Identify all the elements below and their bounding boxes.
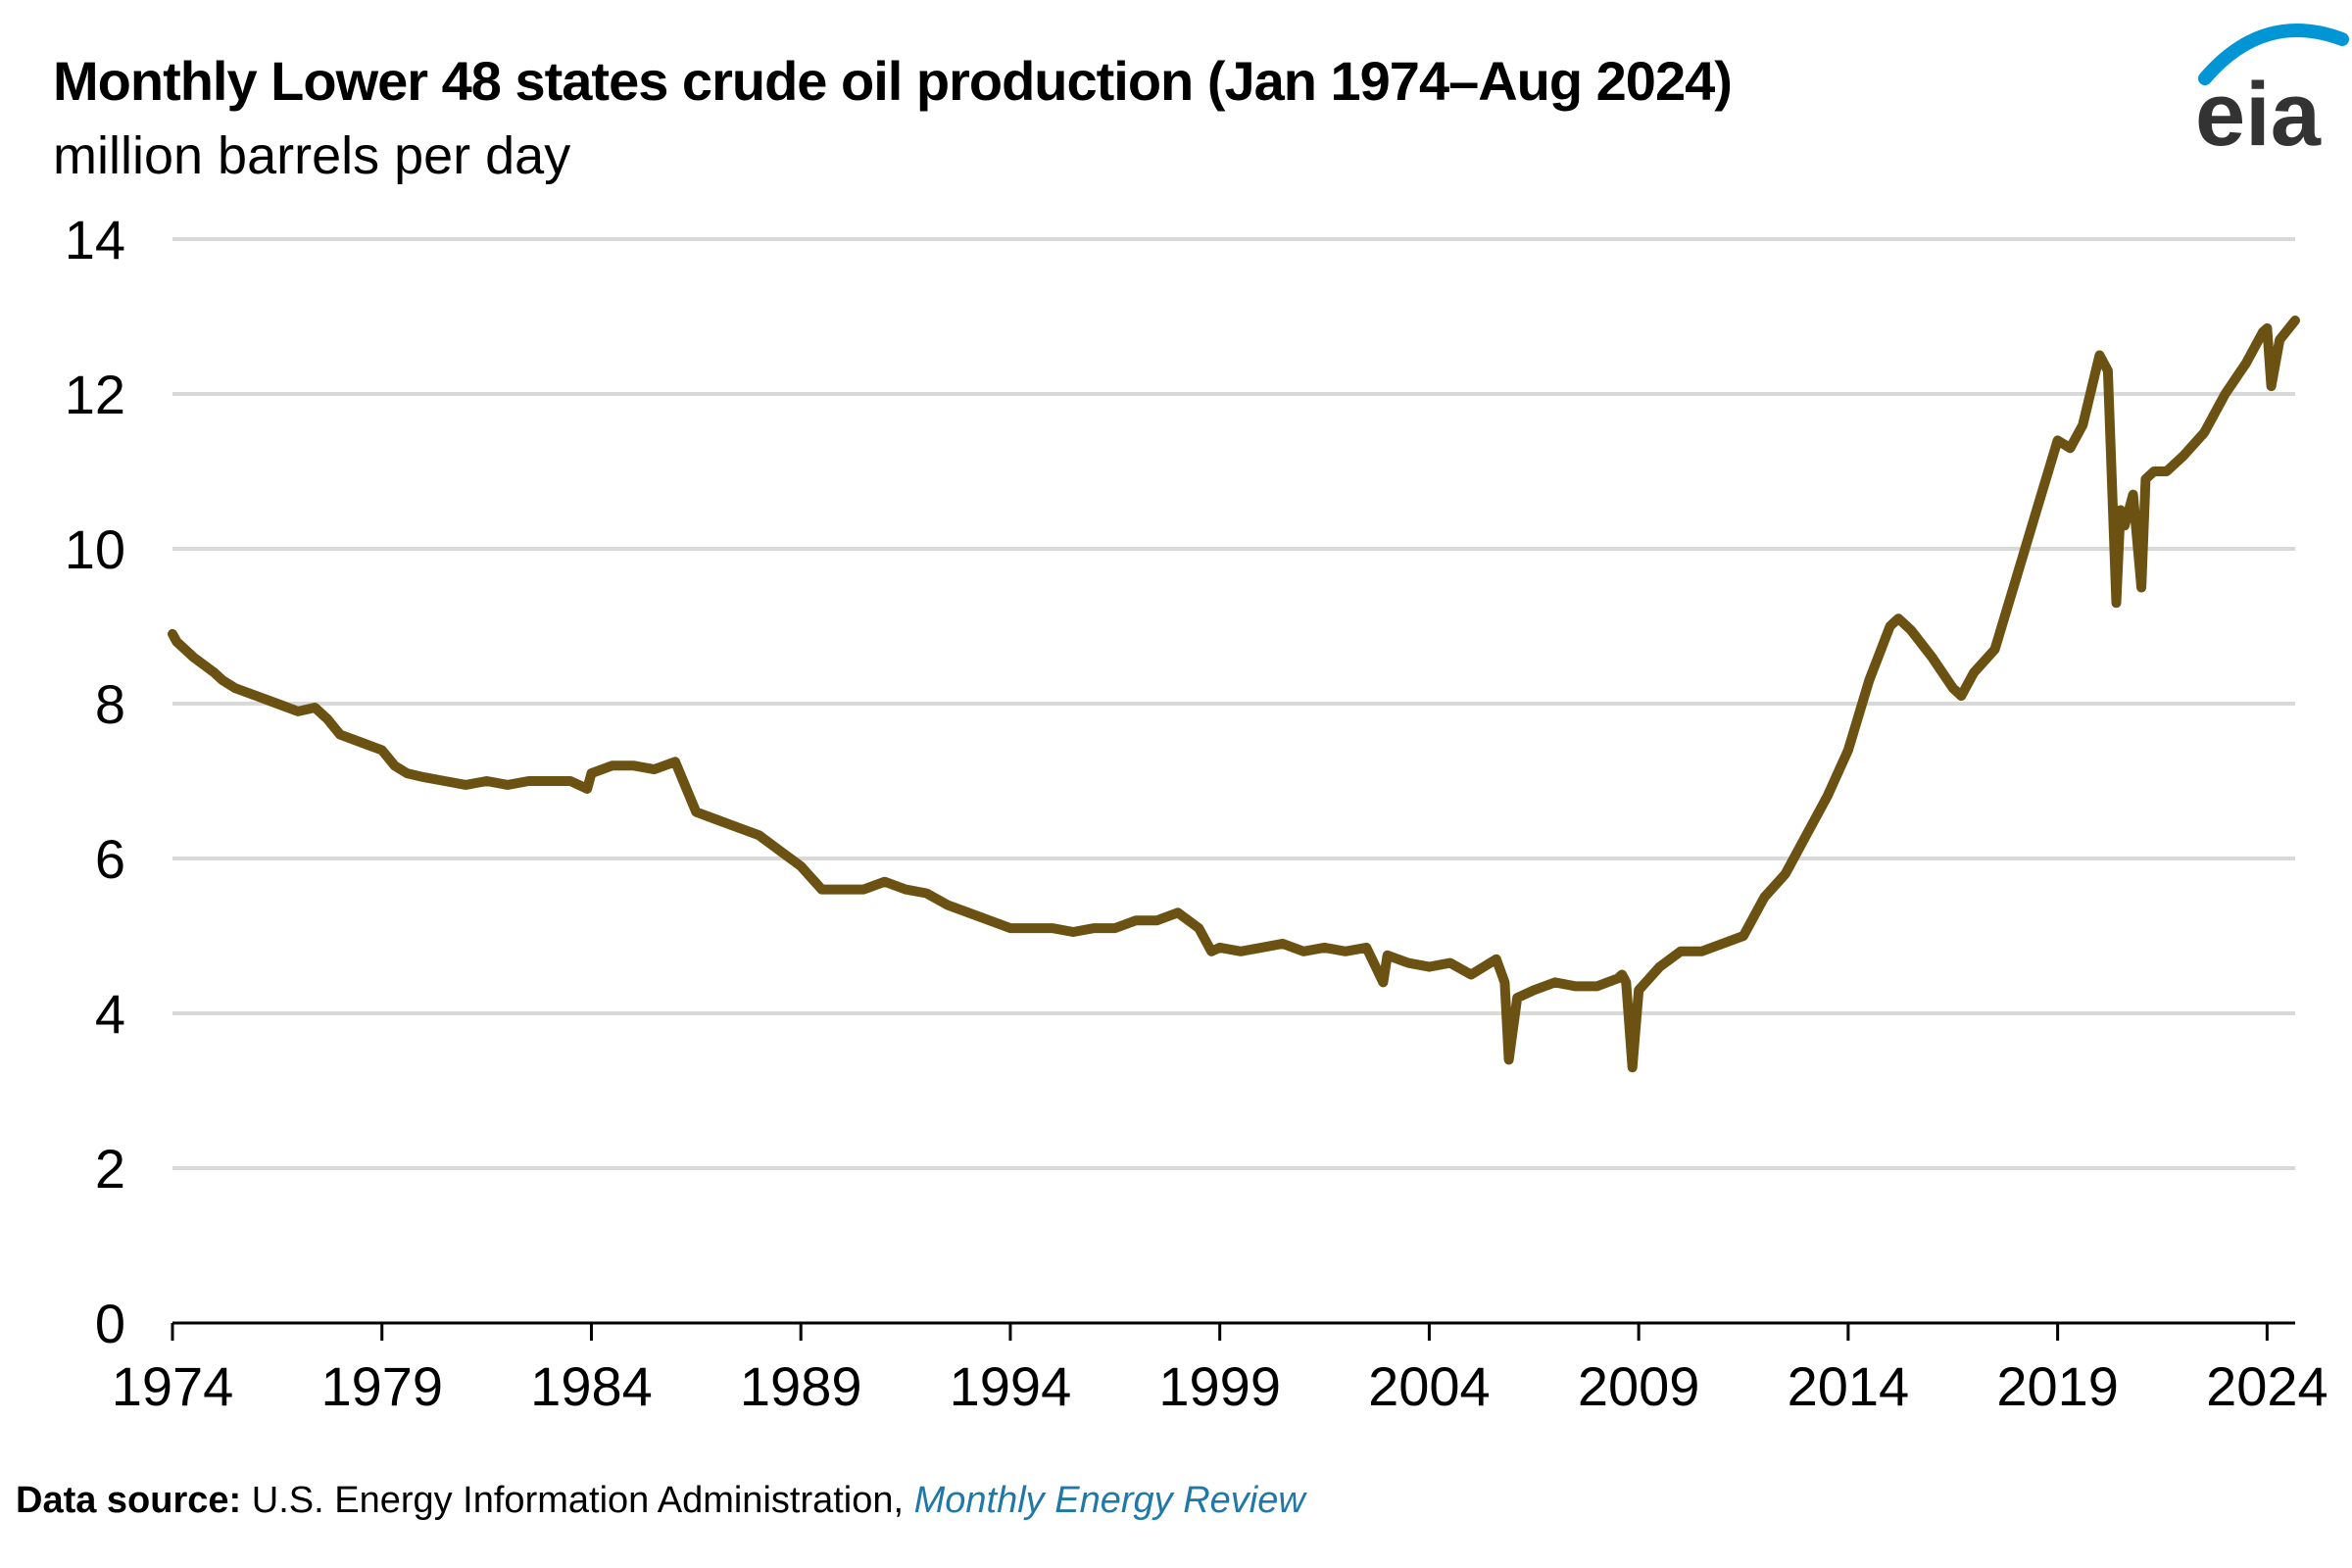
eia-logo-text: eia <box>2195 65 2322 157</box>
x-tick-label: 1974 <box>112 1355 234 1417</box>
data-source-note: Data source: U.S. Energy Information Adm… <box>16 1480 1305 1522</box>
eia-logo-arc-icon <box>2198 24 2349 85</box>
chart-title: Monthly Lower 48 states crude oil produc… <box>53 50 1733 112</box>
chart-subtitle: million barrels per day <box>53 126 571 185</box>
series-line <box>168 316 2300 1073</box>
x-tick-label: 2014 <box>1788 1355 1910 1417</box>
y-tick-label: 0 <box>95 1293 125 1354</box>
x-tick-label: 2019 <box>1996 1355 2119 1417</box>
x-tick-label: 1979 <box>320 1355 443 1417</box>
x-tick-label: 2004 <box>1368 1355 1491 1417</box>
data-source-label: Data source: <box>16 1480 242 1521</box>
y-tick-label: 12 <box>65 364 125 425</box>
y-tick-label: 6 <box>95 828 125 890</box>
eia-logo-icon: eia <box>2195 24 2349 157</box>
x-tick-label: 1984 <box>530 1355 653 1417</box>
x-tick-label: 1999 <box>1158 1355 1281 1417</box>
y-tick-label: 2 <box>95 1138 125 1200</box>
x-tick-label: 2009 <box>1578 1355 1700 1417</box>
y-tick-label: 10 <box>65 518 125 580</box>
y-tick-label: 14 <box>65 209 125 270</box>
gridlines <box>172 237 2295 1170</box>
y-axis-tick-labels: 0 2 4 6 8 10 12 14 <box>65 209 125 1354</box>
x-tick-label: 2024 <box>2206 1355 2328 1417</box>
x-tick-label: 1989 <box>740 1355 862 1417</box>
y-tick-label: 4 <box>95 983 125 1045</box>
data-source-text: U.S. Energy Information Administration, <box>241 1480 914 1521</box>
x-axis: 1974 1979 1984 1989 1994 1999 2004 2009 2014 2019… <box>112 1321 2328 1417</box>
monthly-energy-review-link[interactable]: Monthly Energy Review <box>913 1480 1305 1521</box>
y-tick-label: 8 <box>95 673 125 735</box>
x-tick-label: 1994 <box>950 1355 1072 1417</box>
series-layer <box>168 316 2300 1073</box>
